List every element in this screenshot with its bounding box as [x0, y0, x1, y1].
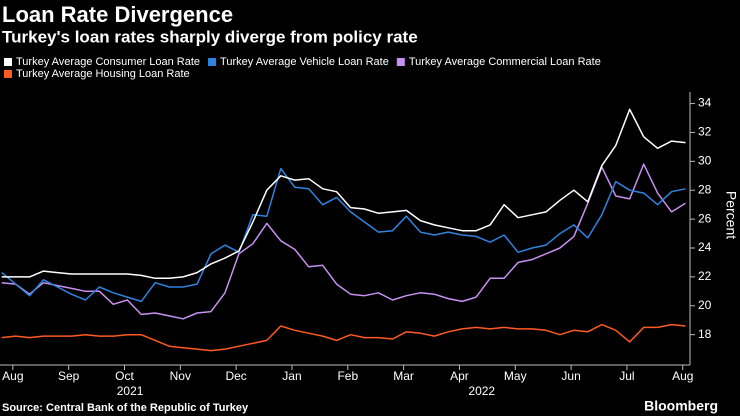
x-tick-label: Aug [672, 369, 693, 383]
y-tick-label: 28 [698, 182, 712, 196]
x-tick-label: Mar [393, 369, 414, 383]
x-tick-label: Oct [115, 369, 134, 383]
y-tick-label: 22 [698, 269, 712, 283]
y-axis-label: Percent [723, 191, 739, 239]
x-tick-label: Feb [337, 369, 358, 383]
x-tick-label: Jun [561, 369, 580, 383]
legend-label: Turkey Average Commercial Loan Rate [409, 56, 601, 68]
x-group-label: 2022 [468, 384, 495, 398]
x-tick-label: Aug [2, 369, 23, 383]
y-tick-label: 30 [698, 154, 712, 168]
legend-swatch [4, 58, 12, 66]
y-tick-label: 26 [698, 211, 712, 225]
x-tick-label: May [504, 369, 527, 383]
x-tick-label: Nov [170, 369, 191, 383]
y-tick-label: 32 [698, 125, 712, 139]
series-line [1, 167, 686, 303]
x-tick-label: Dec [225, 369, 246, 383]
y-tick-label: 34 [698, 96, 712, 110]
series-line [1, 108, 686, 280]
chart-title: Loan Rate Divergence [2, 2, 233, 27]
y-tick-label: 24 [698, 240, 712, 254]
legend-swatch [4, 70, 12, 78]
legend-swatch [396, 58, 405, 66]
credit: Bloomberg [644, 398, 718, 414]
x-tick-label: Jan [282, 369, 301, 383]
series-line [1, 163, 686, 320]
legend-swatch [208, 58, 217, 66]
source: Source: Central Bank of the Republic of … [2, 402, 249, 414]
legend-label: Turkey Average Housing Loan Rate [16, 68, 190, 80]
x-tick-label: Apr [450, 369, 469, 383]
legend-label: Turkey Average Consumer Loan Rate [16, 56, 200, 68]
series-line [1, 323, 686, 352]
y-tick-label: 20 [698, 298, 712, 312]
legend-label: Turkey Average Vehicle Loan Rate [220, 56, 389, 68]
y-tick-label: 18 [698, 327, 712, 341]
chart-subtitle: Turkey's loan rates sharply diverge from… [2, 27, 418, 46]
x-tick-label: Jul [619, 369, 634, 383]
x-tick-label: Sep [58, 369, 80, 383]
x-group-label: 2021 [117, 384, 144, 398]
